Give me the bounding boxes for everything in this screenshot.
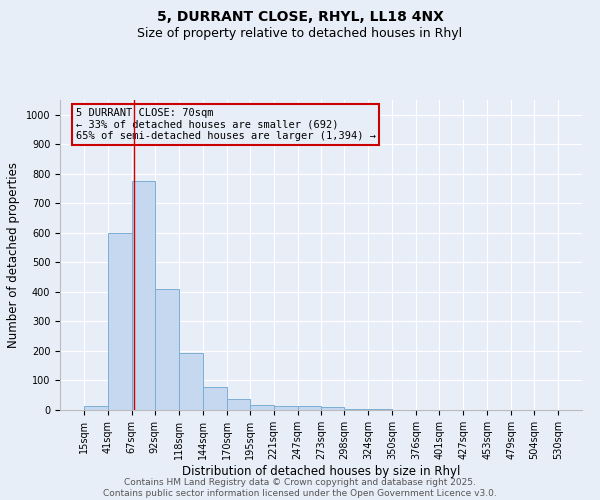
Text: 5, DURRANT CLOSE, RHYL, LL18 4NX: 5, DURRANT CLOSE, RHYL, LL18 4NX [157, 10, 443, 24]
Bar [131, 181, 155, 410]
Bar [298, 406, 322, 410]
Bar [155, 289, 179, 410]
Bar [203, 387, 227, 410]
Bar [250, 404, 274, 410]
Bar [322, 407, 344, 410]
Bar [227, 399, 250, 410]
Text: Contains HM Land Registry data © Crown copyright and database right 2025.
Contai: Contains HM Land Registry data © Crown c… [103, 478, 497, 498]
Y-axis label: Number of detached properties: Number of detached properties [7, 162, 20, 348]
Bar [274, 406, 298, 410]
Bar [84, 406, 107, 410]
Bar [179, 353, 203, 410]
Text: 5 DURRANT CLOSE: 70sqm
← 33% of detached houses are smaller (692)
65% of semi-de: 5 DURRANT CLOSE: 70sqm ← 33% of detached… [76, 108, 376, 141]
Text: Size of property relative to detached houses in Rhyl: Size of property relative to detached ho… [137, 28, 463, 40]
X-axis label: Distribution of detached houses by size in Rhyl: Distribution of detached houses by size … [182, 464, 460, 477]
Bar [107, 233, 131, 410]
Bar [344, 408, 368, 410]
